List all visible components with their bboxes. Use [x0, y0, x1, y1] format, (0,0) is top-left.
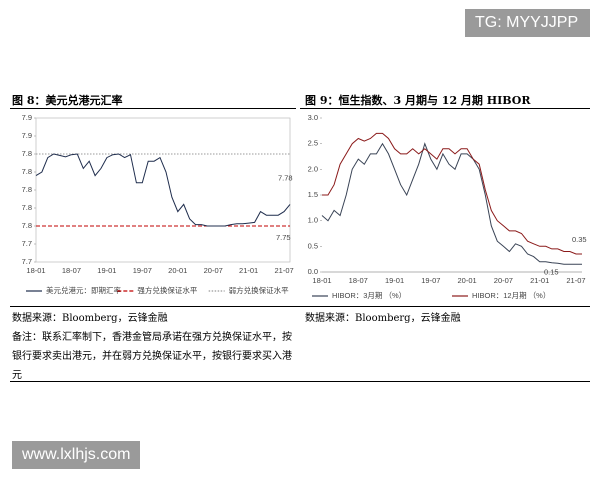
y-tick-label: 1.5 [308, 190, 318, 199]
rule [300, 108, 590, 109]
y-tick-label: 7.8 [22, 221, 32, 230]
x-tick-label: 20-07 [494, 276, 513, 285]
y-tick-label: 3.0 [308, 113, 318, 122]
legend-label: 弱方兑换保证水平 [229, 285, 289, 295]
y-tick-label: 1.0 [308, 216, 318, 225]
watermark: TG: MYYJJPP [465, 9, 590, 37]
rule [10, 381, 590, 382]
chart: 0.0 0.5 1.0 1.5 2.0 2.5 3.0 18-01 18-07 19-01 19-0… [308, 113, 587, 300]
x-tick-label: 19-01 [97, 266, 116, 275]
chart-title: 图 9：恒生指数、3 月期与 12 月期 HIBOR [305, 94, 531, 107]
chart-title: 图 8：美元兑港元汇率 [12, 94, 123, 107]
plot-frame [35, 117, 291, 263]
y-tick-label: 2.5 [308, 139, 318, 148]
x-tick-label: 21-01 [239, 266, 258, 275]
annotation: 0.35 [572, 235, 587, 244]
x-tick-label: 19-07 [133, 266, 152, 275]
x-tick-label: 21-07 [274, 266, 293, 275]
x-tick-label: 18-01 [312, 276, 331, 285]
series-line [35, 153, 291, 227]
y-tick-label: 0.5 [308, 241, 318, 250]
legend-label: 美元兑港元：即期汇率 [46, 285, 121, 295]
x-tick-label: 18-07 [349, 276, 368, 285]
y-tick-label: 7.8 [22, 167, 32, 176]
series-line [322, 132, 582, 255]
x-tick-label: 20-01 [458, 276, 477, 285]
y-tick-label: 2.0 [308, 164, 318, 173]
x-tick-label: 20-07 [204, 266, 223, 275]
y-tick-label: 7.7 [22, 239, 32, 248]
note: 备注：联系汇率制下，香港金管局承诺在强方兑换保证水平，按银行要求卖出港元，并在弱… [12, 332, 292, 381]
rule [10, 108, 296, 109]
x-tick-label: 20-01 [168, 266, 187, 275]
rule [10, 306, 590, 307]
y-tick-label: 0.0 [308, 267, 318, 276]
y-tick-label: 7.8 [22, 203, 32, 212]
chart: 7.7 7.7 7.8 7.8 7.8 7.8 7.8 7.9 7.9 18-01 18-07 19-… [22, 113, 294, 295]
annotation: 7.78 [278, 173, 293, 182]
source: 数据来源：Bloomberg，云锋金融 [305, 313, 461, 324]
y-tick-label: 7.9 [22, 113, 32, 122]
x-tick-label: 21-01 [530, 276, 549, 285]
watermark: www.lxlhjs.com [12, 441, 140, 469]
x-tick-label: 18-07 [62, 266, 81, 275]
legend-label: HIBOR：12月期 （%） [472, 291, 550, 300]
y-tick-label: 7.7 [22, 257, 32, 266]
x-tick-label: 21-07 [566, 276, 585, 285]
legend-label: HIBOR：3月期 （%） [332, 291, 406, 300]
x-tick-label: 19-01 [385, 276, 404, 285]
y-tick-label: 7.9 [22, 131, 32, 140]
y-tick-label: 7.8 [22, 185, 32, 194]
y-tick-label: 7.8 [22, 149, 32, 158]
legend-label: 强方兑换保证水平 [137, 285, 197, 295]
x-tick-label: 18-01 [26, 266, 45, 275]
annotation: 7.75 [276, 233, 291, 242]
annotation: 0.15 [544, 267, 559, 276]
series-line [321, 142, 582, 265]
x-tick-label: 19-07 [421, 276, 440, 285]
source: 数据来源：Bloomberg，云锋金融 [12, 313, 168, 324]
